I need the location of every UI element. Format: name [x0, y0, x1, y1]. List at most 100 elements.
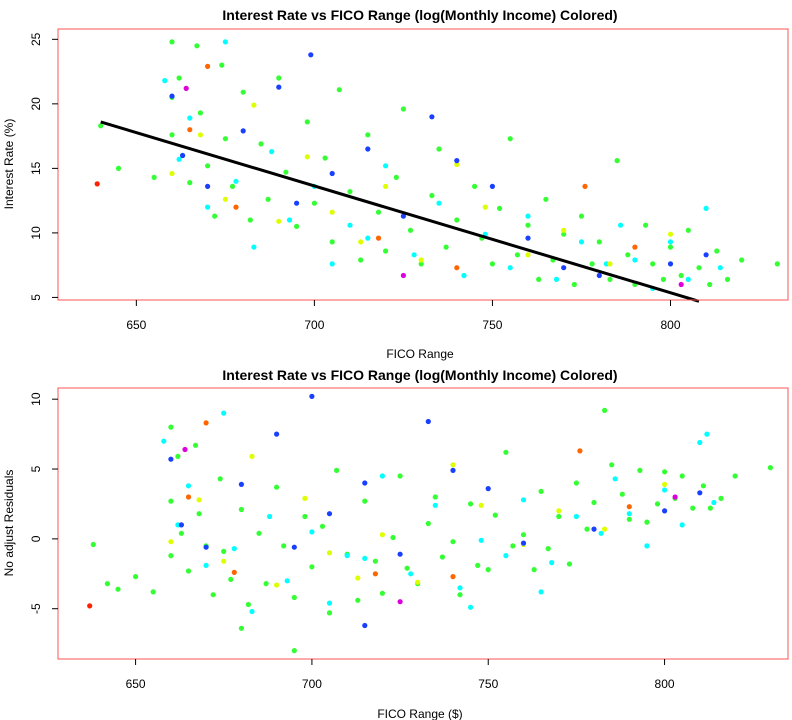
data-point [168, 424, 174, 430]
data-point [439, 554, 445, 560]
data-point [538, 589, 544, 595]
data-point [626, 511, 632, 517]
data-point [379, 590, 385, 596]
data-point [221, 548, 227, 555]
panel-top: Interest Rate vs FICO Range (log(Monthly… [2, 7, 789, 361]
data-point [703, 205, 709, 211]
data-point [662, 487, 668, 493]
data-point [662, 508, 668, 514]
data-point [319, 523, 326, 529]
data-point [443, 244, 449, 250]
data-point [607, 261, 613, 267]
data-point [679, 522, 685, 528]
data-point [240, 128, 246, 134]
data-point [582, 183, 588, 189]
data-point [203, 544, 209, 550]
data-point [685, 276, 691, 282]
data-point [654, 501, 661, 507]
data-point [196, 511, 202, 517]
data-point [291, 544, 297, 550]
data-point [520, 540, 527, 546]
data-point [182, 446, 188, 453]
data-point [322, 155, 328, 161]
data-point [418, 257, 424, 263]
data-point [561, 227, 567, 233]
data-point [269, 149, 275, 155]
y-tick-label: 20 [29, 97, 43, 111]
data-point [175, 453, 181, 459]
top-y-axis: 5 10 15 20 25 [29, 32, 58, 301]
data-point [247, 217, 253, 223]
data-point [251, 244, 257, 250]
data-point [87, 603, 93, 609]
data-point [774, 261, 780, 267]
data-point [626, 516, 632, 522]
data-point [626, 504, 632, 510]
data-point [429, 114, 435, 120]
y-tick-label: 25 [29, 32, 43, 46]
data-point [507, 265, 513, 271]
data-point [185, 483, 192, 489]
data-point [400, 213, 406, 219]
x-tick-label: 700 [304, 318, 324, 332]
data-point [390, 534, 396, 541]
data-point [485, 567, 491, 573]
bottom-x-axis-label: FICO Range ($) [377, 707, 462, 720]
data-point [302, 495, 308, 501]
data-point [454, 217, 460, 223]
data-point [553, 276, 560, 282]
data-point [578, 239, 585, 245]
data-point [98, 123, 104, 129]
data-point [329, 239, 335, 245]
data-point [672, 494, 678, 500]
x-tick-label: 800 [655, 677, 675, 691]
data-point [489, 183, 495, 189]
data-point [383, 183, 389, 189]
data-point [650, 261, 656, 267]
data-point [520, 497, 527, 503]
data-point [510, 543, 516, 549]
data-point [397, 473, 403, 479]
data-point [178, 522, 184, 528]
data-point [697, 490, 703, 496]
data-point [520, 532, 527, 538]
data-point [404, 565, 410, 571]
data-point [222, 136, 228, 142]
data-point [397, 551, 403, 557]
data-point [283, 169, 289, 175]
data-point [644, 519, 650, 525]
data-point [276, 84, 282, 90]
data-point [362, 622, 368, 629]
y-tick-label: 10 [29, 392, 43, 406]
data-point [609, 462, 615, 468]
data-point [168, 539, 174, 545]
data-point [265, 196, 271, 202]
data-point [679, 473, 685, 479]
data-point [365, 132, 371, 138]
data-point [468, 501, 474, 507]
data-point [584, 526, 590, 532]
data-point [632, 257, 638, 263]
data-point [274, 582, 280, 588]
data-point [115, 165, 122, 171]
data-point [326, 610, 333, 616]
data-point [614, 158, 620, 164]
y-tick-label: 15 [29, 161, 43, 175]
data-point [457, 592, 463, 598]
data-point [187, 115, 193, 121]
data-point [276, 218, 282, 224]
data-point [478, 502, 484, 508]
x-tick-label: 750 [478, 677, 498, 691]
bottom-points-layer [87, 393, 774, 654]
data-point [309, 529, 315, 535]
data-point [205, 163, 211, 169]
bottom-x-axis: 650 700 750 800 [126, 659, 675, 691]
data-point [274, 484, 280, 490]
data-point [454, 158, 460, 164]
data-point [489, 261, 495, 267]
data-point [267, 513, 273, 520]
data-point [619, 491, 625, 497]
data-point [203, 420, 209, 426]
data-point [732, 473, 738, 479]
